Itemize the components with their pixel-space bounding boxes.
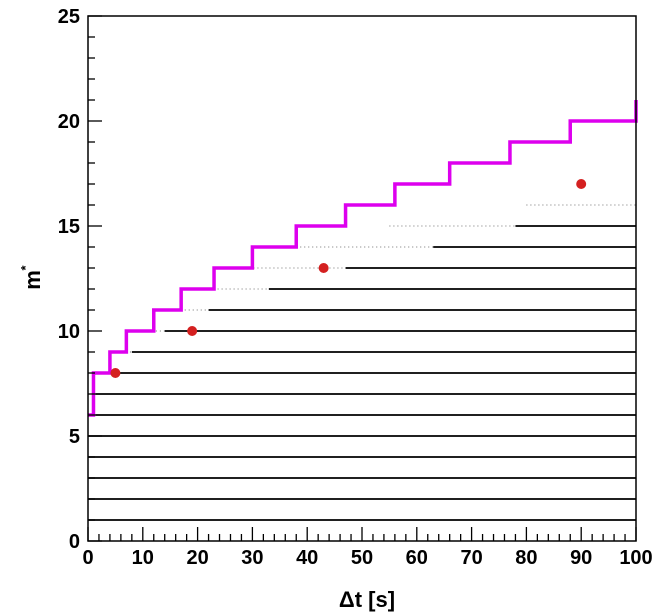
y-tick-label: 25 bbox=[58, 6, 80, 28]
red-data-point bbox=[187, 326, 198, 336]
y-tick-label: 5 bbox=[69, 426, 80, 448]
red-data-point bbox=[318, 263, 329, 273]
x-tick-label: 30 bbox=[241, 547, 263, 569]
labels-group: 0 10 20 30 40 50 60 70 80 90 100 0 5 10 15 20 25 Δt [s] m* bbox=[18, 6, 653, 612]
x-tick-label: 70 bbox=[460, 547, 482, 569]
x-tick-label: 40 bbox=[296, 547, 318, 569]
dense-lines-group bbox=[88, 204, 636, 521]
y-tick-label: 20 bbox=[58, 111, 80, 133]
x-tick-label: 100 bbox=[619, 547, 652, 569]
y-axis-title-superscript: * bbox=[18, 265, 33, 271]
red-data-point bbox=[576, 179, 587, 189]
y-tick-label: 15 bbox=[58, 216, 80, 238]
y-tick-label: 0 bbox=[69, 531, 80, 553]
red-points-group bbox=[110, 179, 587, 378]
x-tick-label: 10 bbox=[132, 547, 154, 569]
y-tick-label: 10 bbox=[58, 321, 80, 343]
x-tick-label: 50 bbox=[351, 547, 373, 569]
step-series-line bbox=[88, 100, 638, 417]
plot-frame bbox=[87, 15, 637, 542]
y-axis-title: m bbox=[20, 270, 45, 290]
red-data-point bbox=[110, 368, 121, 378]
x-axis-title: Δt [s] bbox=[339, 587, 395, 612]
step-series-group bbox=[88, 100, 638, 417]
axes-group bbox=[87, 15, 637, 542]
x-tick-label: 80 bbox=[515, 547, 537, 569]
x-tick-label: 20 bbox=[186, 547, 208, 569]
x-tick-label: 90 bbox=[570, 547, 592, 569]
x-tick-label: 0 bbox=[82, 547, 93, 569]
x-tick-label: 60 bbox=[406, 547, 428, 569]
